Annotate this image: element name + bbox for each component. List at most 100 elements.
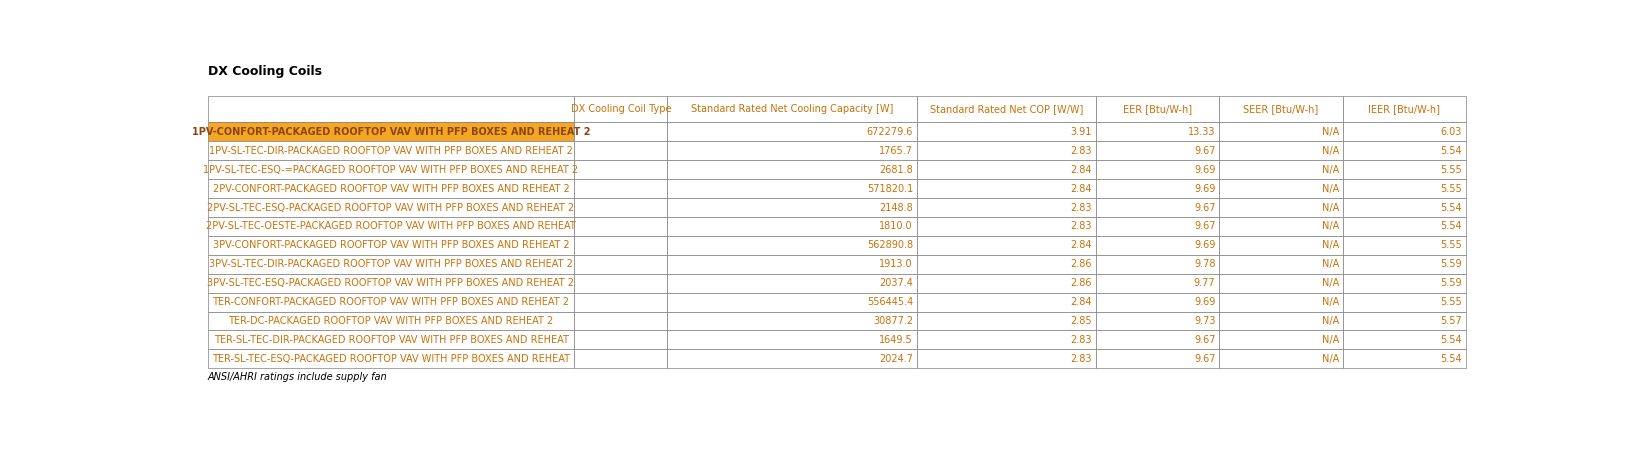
- Bar: [1219, 96, 1342, 122]
- Text: 672279.6: 672279.6: [867, 127, 912, 137]
- Bar: [574, 96, 667, 122]
- Bar: [1342, 312, 1466, 330]
- Bar: [574, 160, 667, 179]
- Bar: [667, 236, 916, 255]
- Text: 2.83: 2.83: [1071, 354, 1092, 364]
- Text: N/A: N/A: [1320, 354, 1338, 364]
- Text: 2681.8: 2681.8: [878, 165, 912, 175]
- Text: 3PV-SL-TEC-DIR-PACKAGED ROOFTOP VAV WITH PFP BOXES AND REHEAT 2: 3PV-SL-TEC-DIR-PACKAGED ROOFTOP VAV WITH…: [209, 259, 573, 269]
- Bar: [574, 312, 667, 330]
- Bar: [667, 122, 916, 141]
- Bar: [1342, 330, 1466, 349]
- Bar: [667, 312, 916, 330]
- Text: N/A: N/A: [1320, 278, 1338, 288]
- Bar: [574, 236, 667, 255]
- Bar: [1342, 122, 1466, 141]
- Bar: [1095, 293, 1219, 312]
- Text: 9.67: 9.67: [1193, 354, 1214, 364]
- Bar: [916, 330, 1095, 349]
- Text: 5.55: 5.55: [1439, 297, 1461, 307]
- Bar: [1095, 160, 1219, 179]
- Bar: [207, 179, 574, 198]
- Text: 2PV-SL-TEC-ESQ-PACKAGED ROOFTOP VAV WITH PFP BOXES AND REHEAT 2: 2PV-SL-TEC-ESQ-PACKAGED ROOFTOP VAV WITH…: [207, 202, 574, 212]
- Bar: [667, 274, 916, 293]
- Bar: [1342, 349, 1466, 368]
- Bar: [1342, 274, 1466, 293]
- Text: 30877.2: 30877.2: [871, 316, 912, 326]
- Text: 5.54: 5.54: [1439, 335, 1461, 345]
- Text: 556445.4: 556445.4: [867, 297, 912, 307]
- Bar: [667, 255, 916, 274]
- Bar: [1219, 217, 1342, 236]
- Text: DX Cooling Coils: DX Cooling Coils: [207, 65, 322, 78]
- Text: IEER [Btu/W-h]: IEER [Btu/W-h]: [1368, 104, 1439, 114]
- Bar: [916, 312, 1095, 330]
- Bar: [1219, 330, 1342, 349]
- Text: 571820.1: 571820.1: [867, 183, 912, 193]
- Bar: [1219, 160, 1342, 179]
- Bar: [1342, 96, 1466, 122]
- Text: 5.54: 5.54: [1439, 202, 1461, 212]
- Bar: [667, 349, 916, 368]
- Bar: [1219, 122, 1342, 141]
- Text: 1PV-CONFORT-PACKAGED ROOFTOP VAV WITH PFP BOXES AND REHEAT 2: 1PV-CONFORT-PACKAGED ROOFTOP VAV WITH PF…: [191, 127, 589, 137]
- Bar: [1342, 198, 1466, 217]
- Text: 9.69: 9.69: [1193, 165, 1214, 175]
- Text: 2.83: 2.83: [1071, 335, 1092, 345]
- Bar: [1095, 217, 1219, 236]
- Bar: [1342, 255, 1466, 274]
- Bar: [574, 330, 667, 349]
- Bar: [207, 293, 574, 312]
- Bar: [916, 160, 1095, 179]
- Text: 2.86: 2.86: [1071, 278, 1092, 288]
- Text: 1PV-SL-TEC-ESQ-=PACKAGED ROOFTOP VAV WITH PFP BOXES AND REHEAT 2: 1PV-SL-TEC-ESQ-=PACKAGED ROOFTOP VAV WIT…: [204, 165, 578, 175]
- Bar: [207, 274, 574, 293]
- Text: 2037.4: 2037.4: [878, 278, 912, 288]
- Text: N/A: N/A: [1320, 297, 1338, 307]
- Bar: [1219, 198, 1342, 217]
- Text: 5.55: 5.55: [1439, 165, 1461, 175]
- Bar: [1342, 293, 1466, 312]
- Text: DX Cooling Coil Type: DX Cooling Coil Type: [570, 104, 671, 114]
- Bar: [667, 141, 916, 160]
- Bar: [916, 96, 1095, 122]
- Text: 562890.8: 562890.8: [867, 241, 912, 251]
- Bar: [916, 349, 1095, 368]
- Bar: [1342, 217, 1466, 236]
- Bar: [1342, 236, 1466, 255]
- Text: 9.67: 9.67: [1193, 335, 1214, 345]
- Text: N/A: N/A: [1320, 335, 1338, 345]
- Bar: [667, 96, 916, 122]
- Bar: [667, 179, 916, 198]
- Bar: [574, 217, 667, 236]
- Text: 2.83: 2.83: [1071, 222, 1092, 231]
- Bar: [1342, 141, 1466, 160]
- Bar: [574, 141, 667, 160]
- Text: 13.33: 13.33: [1186, 127, 1214, 137]
- Bar: [574, 198, 667, 217]
- Text: N/A: N/A: [1320, 127, 1338, 137]
- Text: 9.77: 9.77: [1193, 278, 1214, 288]
- Bar: [1095, 141, 1219, 160]
- Text: 3PV-SL-TEC-ESQ-PACKAGED ROOFTOP VAV WITH PFP BOXES AND REHEAT 2: 3PV-SL-TEC-ESQ-PACKAGED ROOFTOP VAV WITH…: [207, 278, 574, 288]
- Bar: [207, 312, 574, 330]
- Bar: [916, 255, 1095, 274]
- Text: TER-SL-TEC-ESQ-PACKAGED ROOFTOP VAV WITH PFP BOXES AND REHEAT: TER-SL-TEC-ESQ-PACKAGED ROOFTOP VAV WITH…: [212, 354, 570, 364]
- Text: 1PV-SL-TEC-DIR-PACKAGED ROOFTOP VAV WITH PFP BOXES AND REHEAT 2: 1PV-SL-TEC-DIR-PACKAGED ROOFTOP VAV WITH…: [209, 146, 573, 156]
- Bar: [1095, 274, 1219, 293]
- Text: 9.69: 9.69: [1193, 297, 1214, 307]
- Bar: [1095, 96, 1219, 122]
- Text: 1765.7: 1765.7: [878, 146, 912, 156]
- Bar: [574, 274, 667, 293]
- Bar: [1095, 312, 1219, 330]
- Bar: [1219, 349, 1342, 368]
- Text: 9.67: 9.67: [1193, 202, 1214, 212]
- Text: ANSI/AHRI ratings include supply fan: ANSI/AHRI ratings include supply fan: [207, 372, 387, 382]
- Bar: [1095, 349, 1219, 368]
- Text: 9.69: 9.69: [1193, 241, 1214, 251]
- Bar: [916, 122, 1095, 141]
- Bar: [916, 217, 1095, 236]
- Text: 5.55: 5.55: [1439, 183, 1461, 193]
- Text: 2PV-CONFORT-PACKAGED ROOFTOP VAV WITH PFP BOXES AND REHEAT 2: 2PV-CONFORT-PACKAGED ROOFTOP VAV WITH PF…: [212, 183, 570, 193]
- Text: 2.84: 2.84: [1071, 183, 1092, 193]
